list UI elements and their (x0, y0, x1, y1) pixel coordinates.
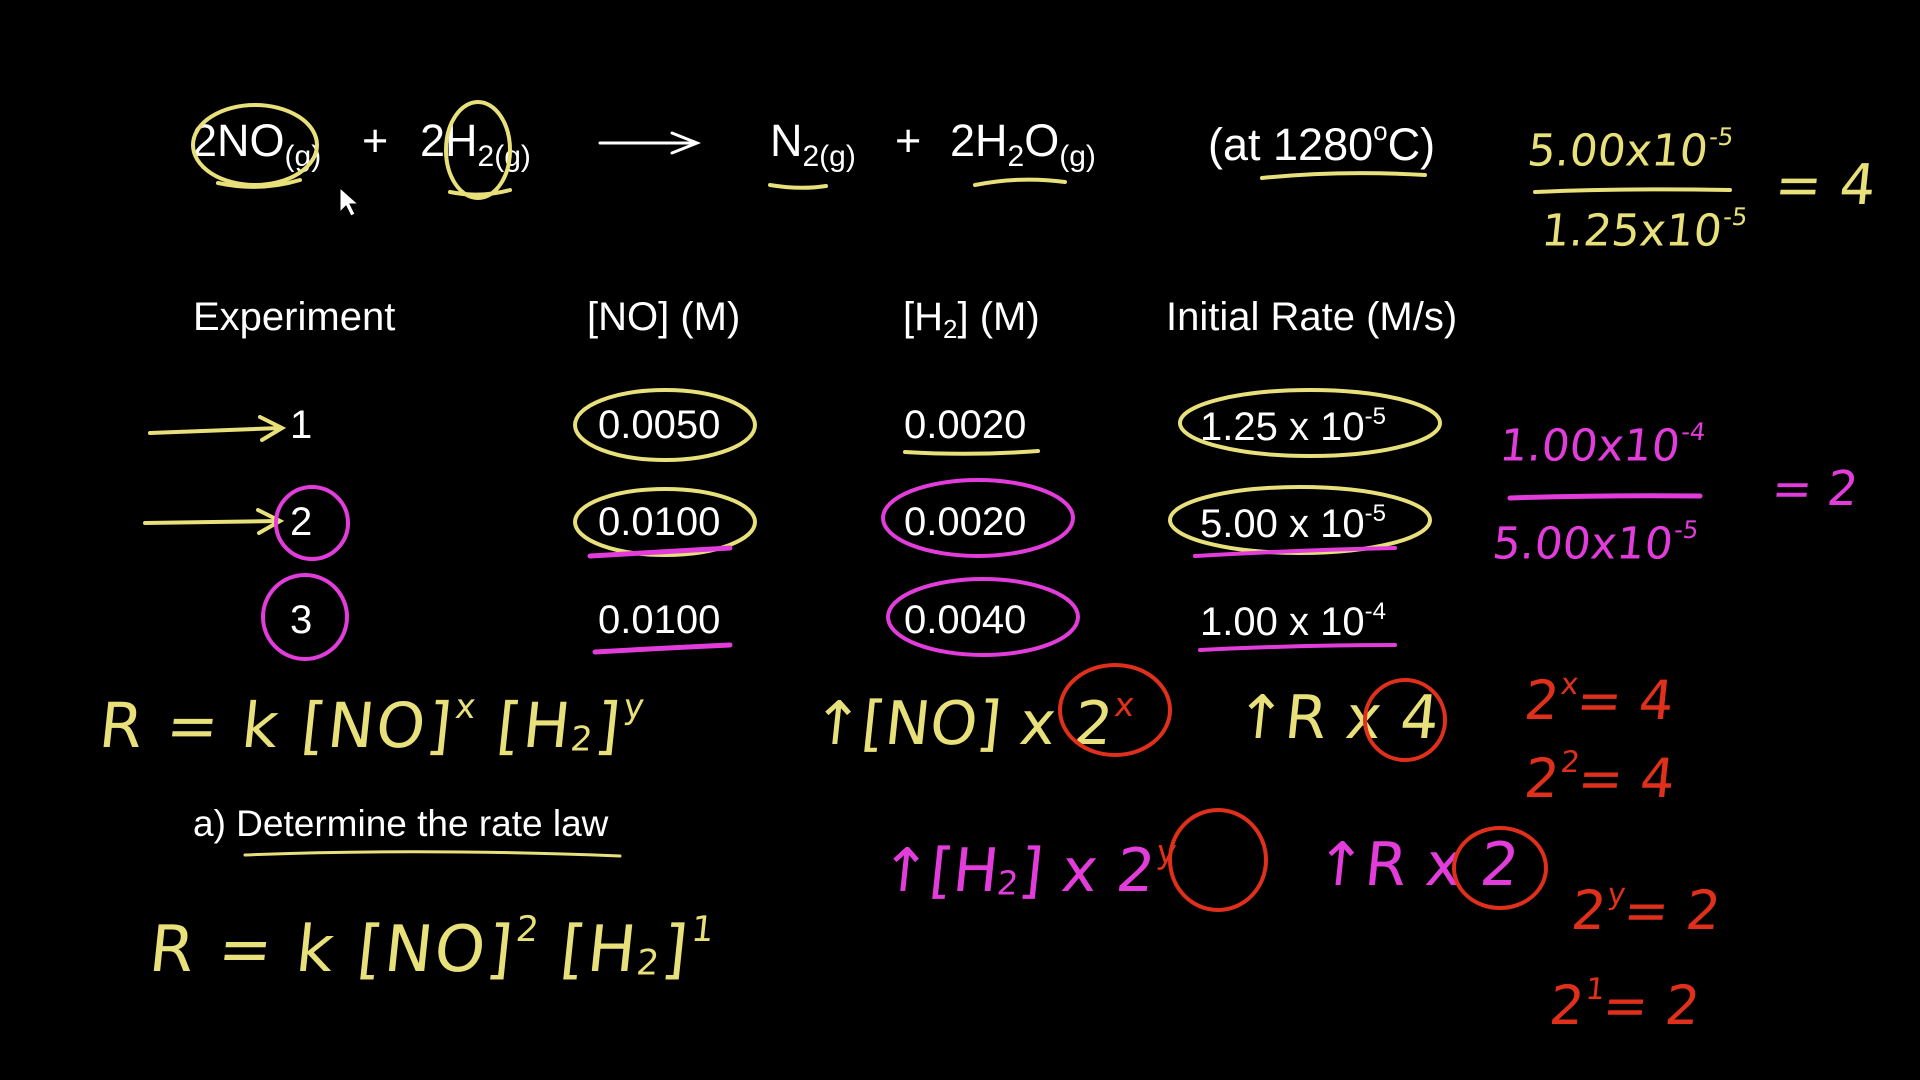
underline-no (216, 178, 302, 189)
row1-h2: 0.0020 (904, 403, 1027, 447)
header-h2-concentration: [H2] (M) (903, 295, 1040, 344)
ratio2-fraction-bar (1507, 493, 1703, 501)
circle-row2-experiment (274, 485, 350, 561)
arrow-experiment-1 (148, 415, 287, 442)
product-n2: N2(g) (770, 115, 856, 173)
underline-temperature (1260, 171, 1427, 180)
plus-sign-1: + (362, 115, 389, 166)
circle-exponent-x (1058, 663, 1172, 757)
underline-row1-h2 (903, 449, 1040, 456)
header-no-concentration: [NO] (M) (587, 295, 741, 339)
circle-row1-rate (1178, 388, 1442, 458)
arrow-experiment-2 (143, 508, 285, 535)
row1-rate: 1.25 x 10-5 (1200, 403, 1386, 449)
circle-row3-h2 (886, 577, 1080, 657)
row3-rate: 1.00 x 10-4 (1200, 598, 1386, 644)
row2-no: 0.0100 (598, 500, 721, 544)
underline-n2 (768, 183, 828, 190)
question-text: a) Determine the rate law (193, 803, 609, 844)
header-initial-rate: Initial Rate (M/s) (1166, 295, 1458, 339)
row2-experiment: 2 (290, 500, 313, 544)
row1-experiment: 1 (290, 403, 313, 447)
plus-sign-2: + (895, 115, 922, 166)
circle-h2-coefficient (444, 100, 512, 200)
circle-factor-4 (1363, 678, 1447, 762)
row3-h2: 0.0040 (904, 598, 1027, 642)
underline-question (243, 850, 622, 858)
reaction-arrow (598, 131, 702, 155)
header-experiment: Experiment (193, 295, 396, 339)
circle-row1-no (573, 388, 757, 462)
underline-row3-no (592, 642, 733, 655)
circle-factor-2 (1452, 826, 1548, 910)
row1-no: 0.0050 (598, 403, 721, 447)
underline-row2-no (587, 545, 733, 559)
mouse-cursor-icon (339, 186, 360, 217)
row2-h2: 0.0020 (904, 500, 1027, 544)
circle-row3-experiment (261, 573, 349, 661)
circle-no-coefficient (191, 103, 319, 187)
circle-row2-h2 (881, 478, 1075, 558)
underline-h2o (973, 177, 1067, 187)
circle-row2-no (573, 487, 757, 557)
row3-no: 0.0100 (598, 598, 721, 642)
circle-exponent-y (1168, 808, 1268, 912)
circle-row2-rate (1168, 485, 1432, 555)
product-h2o: 2H2O(g) (950, 115, 1096, 173)
ratio1-fraction-bar (1533, 187, 1732, 194)
temperature-condition: (at 1280oC) (1208, 116, 1436, 170)
underline-h2 (448, 188, 512, 197)
row3-experiment: 3 (290, 598, 313, 642)
underline-row3-rate (1198, 643, 1397, 652)
underline-row2-rate (1193, 546, 1397, 558)
row2-rate: 5.00 x 10-5 (1200, 500, 1386, 546)
